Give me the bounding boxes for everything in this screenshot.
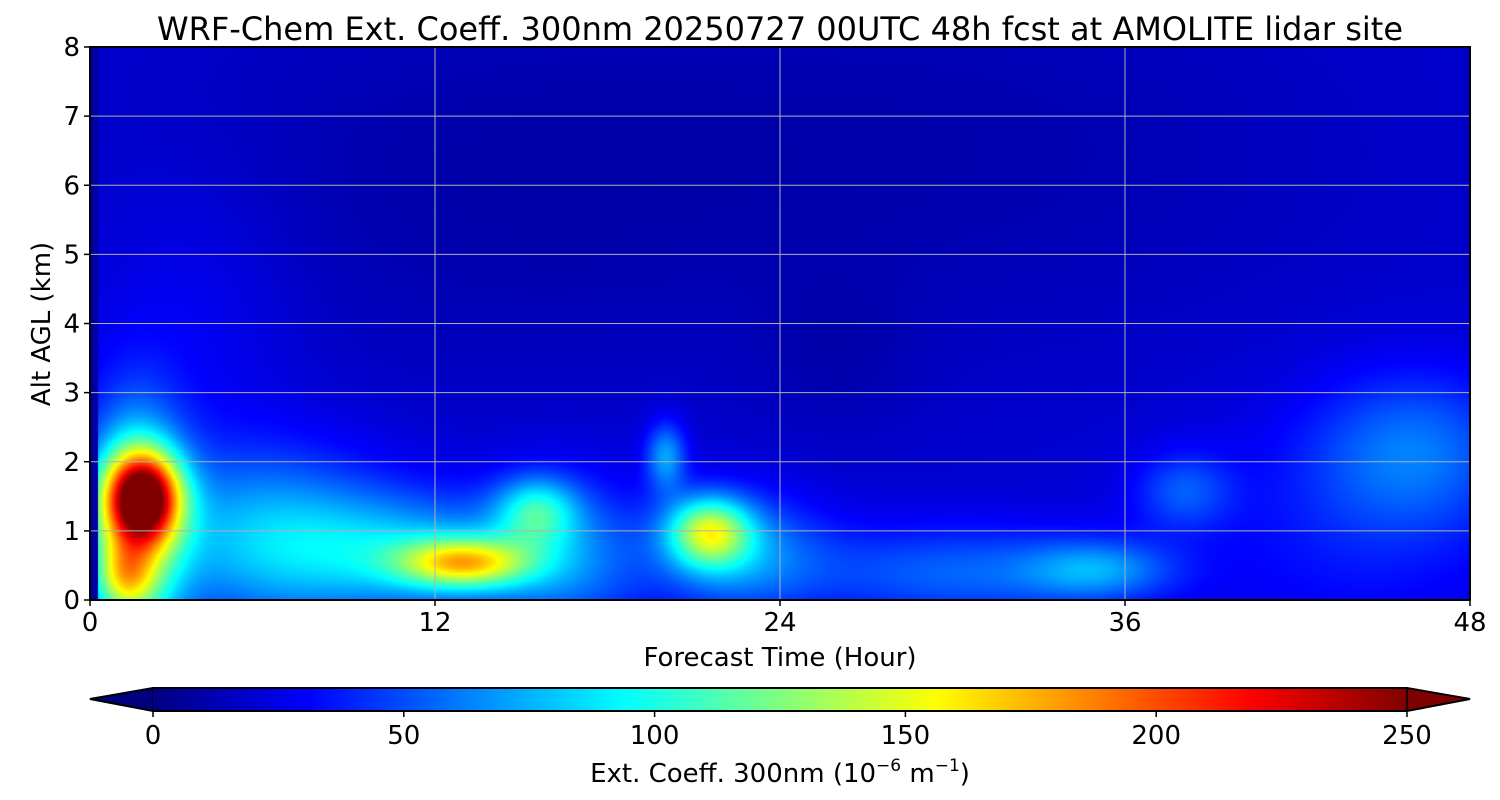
x-axis-label: Forecast Time (Hour) <box>643 643 916 673</box>
colorbar-label-main: Ext. Coeff. 300nm (10 <box>590 759 876 789</box>
y-tick-label: 0 <box>63 586 80 616</box>
y-tick-label: 3 <box>63 379 80 409</box>
colorbar-extend-high <box>1406 687 1471 712</box>
colorbar-tick-label: 200 <box>1131 721 1181 751</box>
plot-area <box>89 46 1471 601</box>
x-axis: 0 12 24 36 48 <box>82 600 1487 638</box>
y-tick-label: 5 <box>63 240 80 270</box>
colorbar-label-mid: m <box>901 759 935 789</box>
colorbar-label-exp1: −6 <box>876 756 901 776</box>
chart-title: WRF-Chem Ext. Coeff. 300nm 20250727 00UT… <box>157 10 1403 48</box>
colorbar-tick-label: 150 <box>881 721 931 751</box>
y-tick-label: 2 <box>63 448 80 478</box>
colorbar-ticks: 0 50 100 150 200 250 <box>145 711 1432 751</box>
x-tick-label: 24 <box>763 608 796 638</box>
colorbar-body <box>153 688 1407 711</box>
colorbar-extend-low <box>89 687 154 712</box>
x-tick-label: 12 <box>418 608 451 638</box>
y-axis: 0 1 2 3 4 5 6 7 8 <box>63 33 90 616</box>
y-tick-label: 7 <box>63 102 80 132</box>
colorbar-tick-label: 0 <box>145 721 162 751</box>
x-tick-label: 36 <box>1108 608 1141 638</box>
y-tick-label: 8 <box>63 33 80 63</box>
y-tick-label: 1 <box>63 517 80 547</box>
colorbar-label-end: ) <box>960 759 970 789</box>
y-tick-label: 6 <box>63 171 80 201</box>
colorbar-tick-label: 100 <box>630 721 680 751</box>
x-tick-label: 0 <box>82 608 99 638</box>
y-tick-label: 4 <box>63 310 80 340</box>
y-axis-label: Alt AGL (km) <box>27 242 57 406</box>
colorbar-tick-label: 250 <box>1382 721 1432 751</box>
colorbar-tick-label: 50 <box>387 721 420 751</box>
colorbar-label: Ext. Coeff. 300nm (10−6 m−1) <box>590 756 970 789</box>
x-tick-label: 48 <box>1453 608 1486 638</box>
colorbar-label-exp2: −1 <box>935 756 960 776</box>
colorbar: 0 50 100 150 200 250 Ext. Coeff. 300nm (10−6 … <box>89 687 1471 789</box>
